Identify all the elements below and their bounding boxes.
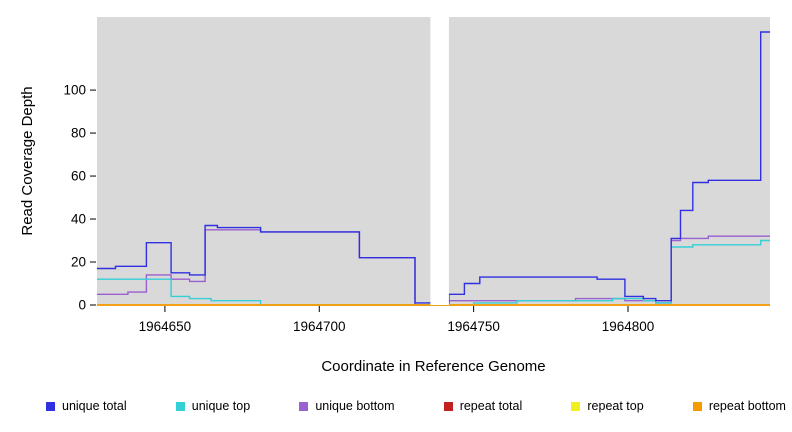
- legend-label-repeat-bottom: repeat bottom: [708, 399, 786, 413]
- legend-swatch-unique-bottom: [299, 401, 309, 411]
- legend: unique total unique top unique bottom re…: [46, 399, 786, 413]
- legend-item-repeat-bottom: repeat bottom: [692, 399, 786, 413]
- svg-text:1964800: 1964800: [602, 319, 655, 334]
- legend-swatch-unique-total: [46, 401, 55, 411]
- legend-label-repeat-top: repeat top: [587, 399, 644, 413]
- legend-item-repeat-total: repeat total: [443, 399, 523, 413]
- svg-text:100: 100: [63, 83, 86, 98]
- legend-label-repeat-total: repeat total: [459, 399, 523, 413]
- x-axis-title: Coordinate in Reference Genome: [321, 358, 546, 375]
- legend-item-unique-bottom: unique bottom: [299, 399, 395, 413]
- legend-swatch-repeat-bottom: [692, 401, 702, 411]
- legend-item-repeat-top: repeat top: [571, 399, 644, 413]
- legend-label-unique-total: unique total: [62, 399, 127, 413]
- legend-swatch-unique-top: [175, 401, 185, 411]
- legend-item-unique-top: unique top: [175, 399, 251, 413]
- legend-swatch-repeat-top: [571, 401, 581, 411]
- svg-text:60: 60: [71, 169, 86, 184]
- svg-text:40: 40: [71, 212, 86, 227]
- y-axis-title: Read Coverage Depth: [19, 86, 36, 236]
- svg-text:80: 80: [71, 126, 86, 141]
- svg-text:1964700: 1964700: [293, 319, 346, 334]
- svg-text:1964650: 1964650: [139, 319, 192, 334]
- svg-text:1964750: 1964750: [447, 319, 500, 334]
- legend-label-unique-bottom: unique bottom: [315, 399, 395, 413]
- legend-swatch-repeat-total: [443, 401, 453, 411]
- legend-item-unique-total: unique total: [46, 399, 127, 413]
- svg-text:0: 0: [78, 298, 86, 313]
- svg-text:20: 20: [71, 255, 86, 270]
- legend-label-unique-top: unique top: [191, 399, 251, 413]
